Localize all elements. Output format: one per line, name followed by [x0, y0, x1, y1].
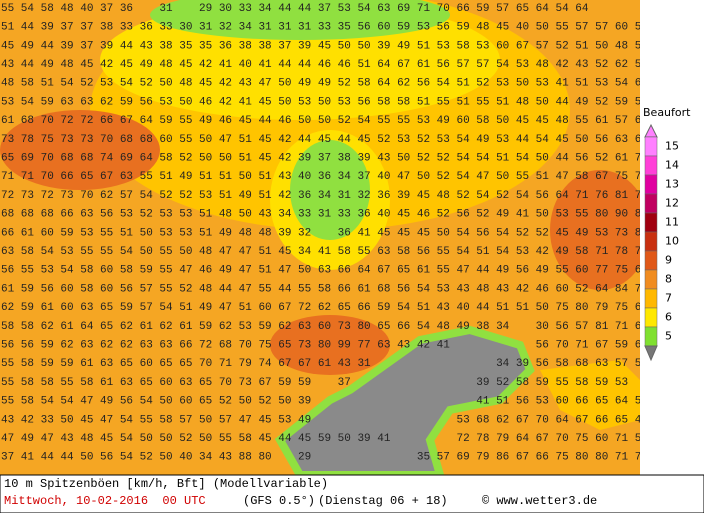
value-row: 43 42 33 50 45 47 54 55 58 57 50 57 47 4…	[1, 414, 668, 426]
value-row: 37 41 44 44 50 56 54 52 50 40 34 43 88 8…	[1, 452, 668, 464]
footer	[0, 474, 704, 513]
value-row: 68 68 68 66 63 56 53 52 53 53 51 48 50 4…	[1, 209, 668, 221]
legend-swatch	[644, 193, 658, 214]
legend-swatch	[644, 288, 658, 309]
legend-label: 11	[665, 216, 679, 229]
legend-swatch	[644, 326, 658, 347]
value-row: 48 58 51 54 52 53 54 52 50 48 45 42 43 4…	[1, 78, 668, 90]
value-row: 51 44 39 37 37 38 33 36 33 30 31 32 34 3…	[1, 22, 668, 34]
footer-model: (GFS 0.5°)	[243, 494, 315, 508]
value-row: 55 58 59 59 61 63 65 60 65 65 70 71 79 7…	[1, 358, 648, 370]
value-row: 62 59 61 60 63 65 59 57 54 51 49 47 51 6…	[1, 302, 668, 314]
value-row: 65 69 70 68 68 74 69 64 58 52 50 50 51 4…	[1, 153, 668, 165]
legend-swatch	[644, 250, 658, 271]
value-row: 72 73 72 73 70 62 57 54 52 52 53 51 49 5…	[1, 190, 668, 202]
value-row: 61 59 56 60 58 60 56 57 55 52 48 44 47 5…	[1, 283, 668, 295]
value-row: 63 58 54 53 55 55 54 50 55 50 48 47 47 5…	[1, 246, 668, 258]
legend-label: 14	[665, 159, 679, 172]
footer-run: (Dienstag 06 + 18)	[318, 494, 448, 508]
legend-label: 5	[665, 330, 672, 343]
value-row: 56 55 53 54 58 60 58 59 55 47 46 49 47 5…	[1, 265, 668, 277]
value-row: 58 58 62 61 64 65 62 61 62 61 59 62 53 5…	[1, 321, 648, 333]
value-row: 71 71 70 66 65 67 63 55 51 49 51 51 50 5…	[1, 171, 668, 183]
legend-swatch	[644, 155, 658, 176]
footer-date: Mittwoch, 10-02-2016 00 UTC	[4, 494, 206, 508]
legend-label: 10	[665, 235, 679, 248]
legend-label: 8	[665, 273, 672, 286]
legend-swatch	[644, 212, 658, 233]
footer-title: 10 m Spitzenböen [km/h, Bft] (Modellvari…	[4, 477, 328, 491]
value-row: 56 56 59 62 63 62 62 63 63 66 72 68 70 7…	[1, 340, 648, 352]
legend-arrow-down	[644, 345, 658, 362]
map-background	[0, 0, 640, 475]
legend-swatch	[644, 269, 658, 290]
legend-swatch	[644, 174, 658, 195]
value-row: 55 58 58 55 58 61 63 65 60 63 65 70 73 6…	[1, 377, 628, 389]
legend-title: Beaufort	[643, 106, 691, 119]
legend-label: 13	[665, 178, 679, 191]
value-row: 47 49 47 43 48 45 54 50 50 52 50 55 58 4…	[1, 433, 668, 445]
value-row: 55 54 58 48 40 37 36 31 29 30 33 34 44 4…	[1, 3, 589, 15]
legend-swatch	[644, 231, 658, 252]
value-row: 66 61 60 59 53 55 51 50 53 53 51 49 48 4…	[1, 227, 668, 239]
legend-label: 15	[665, 140, 679, 153]
legend: 15 14 13 12 11 10 9 8 7 6 5	[644, 123, 679, 362]
value-row: 61 68 70 72 72 66 67 64 59 55 49 46 45 4…	[1, 115, 668, 127]
value-row: 53 54 59 63 63 62 59 56 53 50 46 42 41 4…	[1, 96, 668, 108]
legend-label: 6	[665, 311, 672, 324]
footer-credit: © www.wetter3.de	[482, 494, 597, 508]
value-grid: 55 54 58 48 40 37 36 31 29 30 33 34 44 4…	[1, 3, 668, 464]
value-row: 45 49 44 39 37 39 44 43 38 35 35 36 38 3…	[1, 40, 668, 52]
legend-label: 7	[665, 292, 672, 305]
legend-label: 12	[665, 197, 679, 210]
value-row: 55 58 54 54 47 49 56 54 50 60 65 52 50 5…	[1, 396, 648, 408]
legend-swatch	[644, 307, 658, 328]
value-row: 73 78 75 73 73 70 68 68 60 55 50 47 51 4…	[1, 134, 668, 146]
value-row: 43 44 49 48 45 42 45 49 48 45 42 41 40 4…	[1, 59, 668, 71]
legend-label: 9	[665, 254, 672, 267]
legend-swatch	[644, 136, 658, 157]
